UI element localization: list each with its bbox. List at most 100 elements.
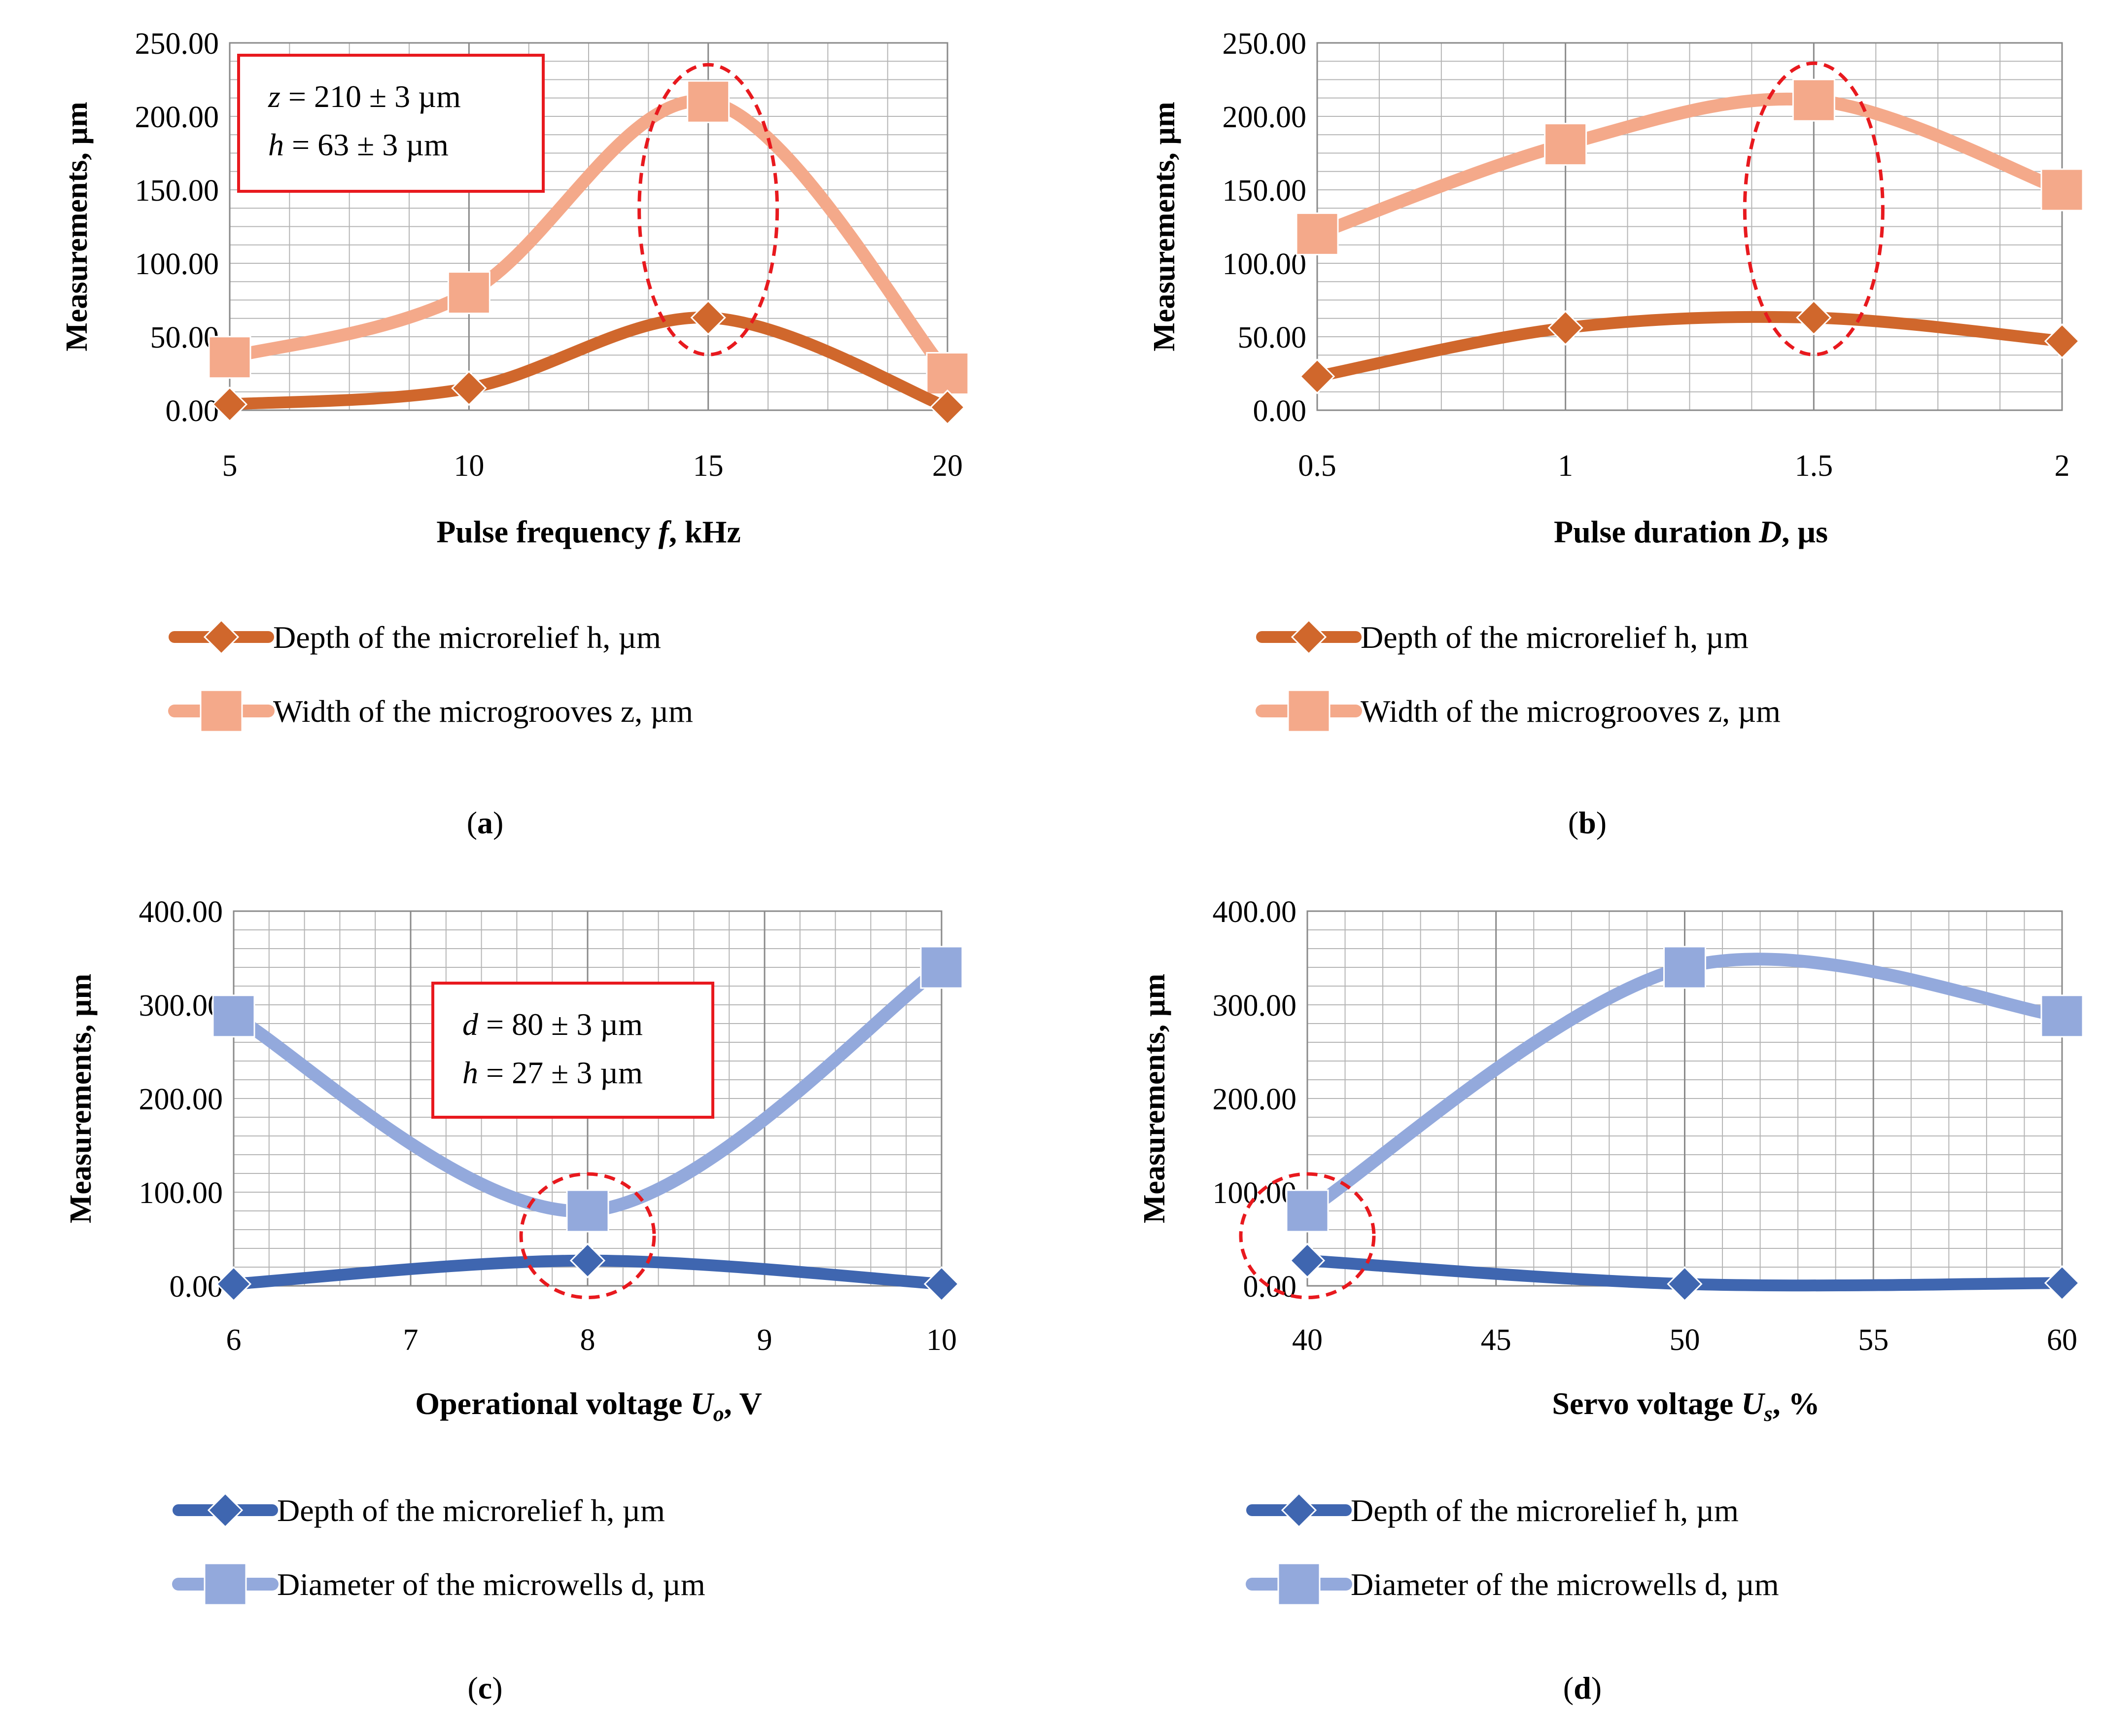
x-axis-label: Pulse frequency f, kHz [436,514,740,549]
annotation-value: = 80 ± 3 µm [478,1007,643,1042]
y-tick-label: 0.00 [166,394,219,428]
legend-marker-square [1287,689,1331,733]
annotation-line: h = 27 ± 3 µm [462,1055,643,1090]
plot-frame [233,910,943,1287]
annotation-frame [237,54,545,193]
legend-marker-square [1277,1562,1321,1606]
panel-caption: (a) [467,805,504,840]
x-tick-label: 45 [1481,1323,1511,1357]
y-tick-label: 100.00 [1223,248,1307,281]
data-point-diamond [451,370,487,406]
x-axis-label-variable: U [690,1386,714,1421]
data-point-square [1286,1189,1329,1233]
panel-caption: (c) [467,1670,502,1705]
data-point-square [447,271,490,315]
y-tick-label: 150.00 [135,174,219,208]
x-tick-label: 50 [1670,1323,1700,1357]
legend-label: Depth of the microrelief h, µm [1351,1493,1739,1528]
x-tick-label: 6 [226,1323,242,1357]
data-point-diamond [2044,1265,2080,1301]
y-axis-label: Measurements, µm [64,974,98,1223]
annotation-line: d = 80 ± 3 µm [462,1007,643,1042]
data-point-square [212,994,255,1038]
x-axis-label-unit: , µs [1782,514,1828,549]
caption-paren: ) [492,1670,502,1705]
caption-paren: ( [1568,805,1578,840]
caption-letter: a [477,805,493,840]
legend: Depth of the microrelief h, µm Width of t… [168,619,693,733]
chart-panel-a: 0.00 50.00 100.00 150.00 200.00 250.00 5 10 15 20… [60,27,969,840]
legend: Depth of the microrelief h, µm Diameter o… [172,1492,705,1606]
legend-label: Width of the microgrooves z, µm [273,694,693,729]
x-tick-label: 20 [932,449,963,483]
data-point-diamond [1796,300,1832,336]
legend-marker-square [204,1562,247,1606]
legend-marker-diamond [1281,1492,1317,1528]
data-point-diamond [929,389,966,425]
data-point-square [1296,212,1339,255]
caption-paren: ) [493,805,503,840]
data-point-square [1544,123,1587,166]
y-tick-label: 0.00 [1243,1270,1297,1304]
x-tick-label: 9 [757,1323,772,1357]
highlight-ellipse [519,1172,656,1300]
y-tick-label: 200.00 [1213,1083,1297,1116]
annotation-value: = 27 ± 3 µm [478,1055,643,1090]
legend: Depth of the microrelief h, µm Width of t… [1256,619,1781,733]
x-axis-label-unit: , kHz [669,514,741,549]
x-tick-label: 7 [403,1323,419,1357]
highlight-ellipse [1743,61,1885,356]
y-tick-label: 0.00 [170,1270,223,1304]
series-line-size [1311,92,2068,241]
y-tick-label: 100.00 [139,1176,223,1210]
x-tick-label: 8 [580,1323,595,1357]
x-axis-label-text: Pulse frequency [436,514,658,549]
annotation-variable: z [268,79,280,114]
y-tick-label: 300.00 [1213,989,1297,1023]
y-tick-label: 400.00 [139,895,223,929]
y-axis-label: Measurements, µm [1138,974,1171,1223]
x-axis-label-variable: D [1758,514,1782,549]
annotation-frame [431,982,714,1119]
annotation-variable: h [462,1055,478,1090]
x-axis-label-subscript: o [713,1402,724,1426]
caption-paren: ) [1596,805,1607,840]
annotation-line: h = 63 ± 3 µm [268,127,449,162]
data-point-square [687,80,730,123]
y-tick-label: 250.00 [1223,27,1307,61]
data-point-diamond [215,1266,252,1302]
y-tick-label: 0.00 [1253,394,1307,428]
plot-frame [229,42,948,411]
y-tick-label: 50.00 [150,321,219,354]
x-tick-label: 15 [693,449,724,483]
caption-paren: ( [467,805,477,840]
caption-letter: c [478,1670,492,1705]
legend-marker-diamond [203,619,240,655]
caption-paren: ) [1591,1670,1602,1705]
data-point-square [2040,168,2084,212]
highlight-ellipse [637,63,779,356]
x-axis-label-text: Pulse duration [1554,514,1759,549]
annotation-line: z = 210 ± 3 µm [268,79,461,114]
highlight-ellipse [1239,1172,1376,1300]
data-point-square [1663,946,1706,989]
series-line-size [223,94,954,380]
panel-caption: (d) [1563,1670,1602,1705]
x-axis-label-variable: U [1741,1386,1765,1421]
x-axis-label-unit: , % [1773,1386,1820,1421]
annotation-variable: d [462,1007,479,1042]
data-point-square [2040,994,2084,1038]
data-point-diamond [1289,1242,1326,1278]
y-tick-label: 150.00 [1223,174,1307,208]
y-tick-label: 200.00 [139,1083,223,1116]
data-point-diamond [1667,1266,1703,1302]
legend: Depth of the microrelief h, µm Diameter o… [1246,1492,1779,1606]
y-tick-label: 400.00 [1213,895,1297,929]
legend-label: Diameter of the microwells d, µm [1351,1567,1779,1602]
legend-label: Depth of the microrelief h, µm [1361,620,1749,655]
x-axis-label-subscript: s [1764,1402,1773,1426]
caption-letter: b [1578,805,1596,840]
annotation-value: = 210 ± 3 µm [280,79,461,114]
y-tick-label: 200.00 [135,101,219,134]
data-point-diamond [2044,323,2080,359]
